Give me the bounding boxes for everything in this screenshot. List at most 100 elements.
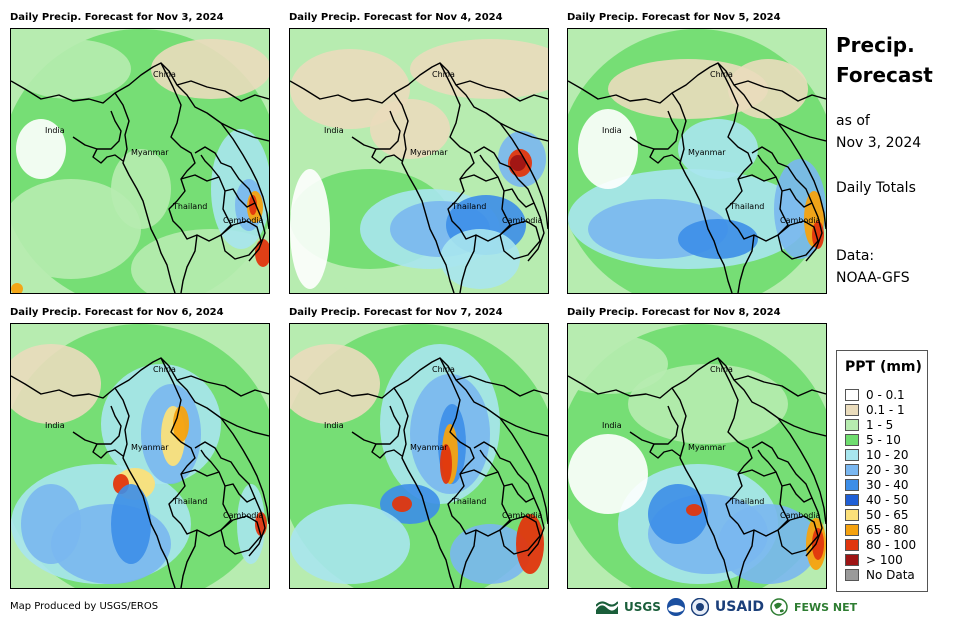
- legend-swatch: [845, 434, 859, 446]
- country-border: [629, 110, 679, 150]
- map-label-china: China: [710, 70, 733, 79]
- map-label-myanmar: Myanmar: [131, 148, 169, 157]
- country-border: [72, 405, 122, 445]
- map-label-cambodia: Cambodia: [780, 216, 821, 225]
- precip-area: [510, 155, 526, 171]
- precip-area: [290, 344, 380, 424]
- map-label-myanmar: Myanmar: [410, 148, 448, 157]
- legend-label: > 100: [866, 553, 903, 567]
- panel-title: Daily Precip. Forecast for Nov 5, 2024: [567, 12, 781, 23]
- legend-label: 65 - 80: [866, 523, 909, 537]
- country-border: [160, 357, 196, 525]
- country-border: [568, 62, 826, 142]
- country-border: [371, 148, 403, 164]
- country-border: [92, 148, 124, 164]
- map-label-myanmar: Myanmar: [410, 443, 448, 452]
- side-title: Precip. Forecast: [836, 30, 933, 90]
- country-border: [248, 202, 266, 262]
- legend-swatch: [845, 479, 859, 491]
- country-border: [371, 443, 403, 459]
- country-border: [194, 146, 256, 208]
- precip-map: China India Myanmar Thailand Cambodia: [289, 28, 549, 294]
- country-border: [200, 154, 220, 178]
- country-border: [499, 122, 548, 230]
- legend-item: 1 - 5: [845, 418, 893, 432]
- country-border: [671, 92, 733, 293]
- country-border: [649, 148, 681, 164]
- map-label-china: China: [710, 365, 733, 374]
- country-border: [180, 469, 232, 537]
- country-border: [248, 497, 266, 557]
- precip-map: China India Myanmar Thailand Cambodia: [10, 28, 270, 294]
- precip-area: [516, 514, 544, 574]
- country-border: [290, 62, 548, 142]
- country-border: [499, 417, 548, 525]
- legend-label: 40 - 50: [866, 493, 909, 507]
- country-border: [459, 529, 477, 588]
- as-of-line-1: as of: [836, 113, 870, 129]
- usaid-logo: USAID: [714, 599, 765, 615]
- precip-area: [812, 528, 824, 560]
- map-label-thailand: Thailand: [729, 202, 764, 211]
- map-label-myanmar: Myanmar: [688, 148, 726, 157]
- precip-area: [728, 59, 808, 119]
- title-line-1: Precip.: [836, 33, 915, 57]
- daily-totals-label: Daily Totals: [836, 180, 916, 196]
- legend-label: 50 - 65: [866, 508, 909, 522]
- country-border: [777, 515, 819, 555]
- legend-swatch: [845, 404, 859, 416]
- panel-title: Daily Precip. Forecast for Nov 3, 2024: [10, 12, 224, 23]
- precip-area: [11, 179, 141, 279]
- country-border: [649, 443, 681, 459]
- noaa-icon: [666, 598, 685, 616]
- title-line-2: Forecast: [836, 63, 933, 87]
- legend-item: 5 - 10: [845, 433, 901, 447]
- country-border: [527, 202, 545, 262]
- precip-area: [249, 195, 257, 215]
- data-source-label: Data:: [836, 248, 875, 264]
- country-border: [290, 357, 548, 437]
- country-border: [200, 449, 220, 473]
- logos: USGS USAID FEWS NET: [596, 596, 857, 618]
- legend-swatch: [845, 464, 859, 476]
- map-label-china: China: [153, 70, 176, 79]
- country-border: [459, 234, 477, 293]
- country-border: [160, 62, 196, 230]
- country-border: [393, 92, 455, 293]
- data-source: Data: NOAA-GFS: [836, 245, 910, 289]
- legend-item: 50 - 65: [845, 508, 909, 522]
- map-label-china: China: [153, 365, 176, 374]
- country-border: [737, 174, 789, 242]
- legend-item: 40 - 50: [845, 493, 909, 507]
- map-label-cambodia: Cambodia: [223, 216, 264, 225]
- precip-area: [578, 109, 638, 189]
- panel-title: Daily Precip. Forecast for Nov 4, 2024: [289, 12, 503, 23]
- legend-swatch: [845, 494, 859, 506]
- country-border: [751, 146, 813, 208]
- legend-label: 5 - 10: [866, 433, 901, 447]
- map-label-thailand: Thailand: [172, 202, 207, 211]
- legend-item: 10 - 20: [845, 448, 909, 462]
- legend-swatch: [845, 419, 859, 431]
- country-border: [671, 387, 733, 588]
- legend-swatch: [845, 524, 859, 536]
- precip-map: China India Myanmar Thailand Cambodia: [567, 28, 827, 294]
- country-border: [473, 441, 535, 503]
- precip-area: [111, 149, 171, 229]
- country-border: [439, 357, 475, 525]
- country-border: [455, 80, 548, 102]
- map-label-cambodia: Cambodia: [780, 511, 821, 520]
- country-border: [459, 174, 511, 242]
- country-border: [751, 441, 813, 503]
- country-border: [777, 122, 826, 230]
- map-label-india: India: [45, 421, 65, 430]
- legend-item: 65 - 80: [845, 523, 909, 537]
- country-border: [393, 387, 455, 588]
- legend-label: 80 - 100: [866, 538, 917, 552]
- legend-swatch: [845, 389, 859, 401]
- country-border: [459, 469, 511, 537]
- country-border: [72, 110, 122, 150]
- map-label-india: India: [602, 126, 622, 135]
- panel-title: Daily Precip. Forecast for Nov 8, 2024: [567, 307, 781, 318]
- country-border: [220, 220, 262, 260]
